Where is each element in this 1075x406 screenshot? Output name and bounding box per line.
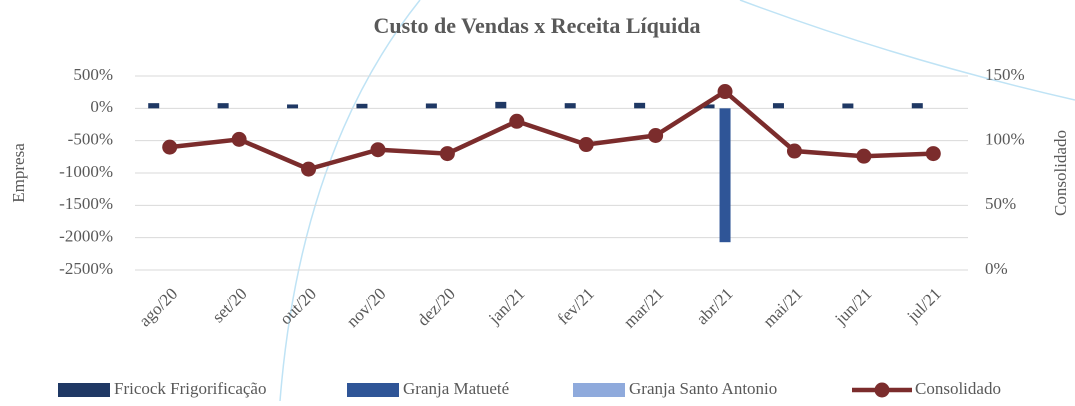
x-tick-label: abr/21 xyxy=(692,284,736,328)
legend-label: Fricock Frigorificação xyxy=(114,379,266,398)
x-tick-label: dez/20 xyxy=(413,284,458,329)
decor-arc xyxy=(279,0,421,402)
bar xyxy=(287,104,299,109)
legend-label: Granja Matueté xyxy=(403,379,509,398)
line-marker xyxy=(786,143,802,159)
x-tick-label: mai/21 xyxy=(759,284,806,331)
line xyxy=(169,88,934,172)
bar xyxy=(217,103,229,109)
bar xyxy=(911,103,923,109)
x-tick-label: jan/21 xyxy=(484,284,528,328)
bar xyxy=(703,104,715,109)
line-marker xyxy=(925,146,941,162)
bar xyxy=(772,103,784,109)
bar xyxy=(564,103,576,109)
line-marker xyxy=(162,139,178,155)
x-tick-label: out/20 xyxy=(276,284,320,328)
line-marker xyxy=(578,137,594,153)
y-axis-label: Empresa xyxy=(9,143,28,203)
x-tick-label: jun/21 xyxy=(831,284,876,329)
x-tick-label: jul/21 xyxy=(903,284,945,326)
y-tick-label: 500% xyxy=(73,65,113,84)
y-tick-label: -1500% xyxy=(59,194,113,213)
chart-title: Custo de Vendas x Receita Líquida xyxy=(373,13,700,38)
legend-label: Consolidado xyxy=(915,379,1001,398)
line-marker xyxy=(301,161,317,177)
legend-swatch xyxy=(58,383,110,397)
bar xyxy=(842,103,854,109)
x-tick-label: nov/20 xyxy=(343,284,390,331)
y2-tick-label: 50% xyxy=(985,194,1016,213)
line-marker xyxy=(856,148,872,164)
line-marker xyxy=(439,146,455,162)
bar xyxy=(425,103,437,109)
legend-swatch xyxy=(573,383,625,397)
line-marker xyxy=(509,113,525,129)
bar xyxy=(634,102,646,109)
y-tick-label: -1000% xyxy=(59,162,113,181)
legend-swatch xyxy=(347,383,399,397)
bar xyxy=(356,103,368,109)
line-marker xyxy=(717,84,733,100)
legend-swatch xyxy=(874,382,890,398)
x-tick-label: mar/21 xyxy=(620,284,667,331)
y-tick-label: 0% xyxy=(90,97,113,116)
legend-label: Granja Santo Antonio xyxy=(629,379,777,398)
bar xyxy=(495,101,507,109)
decor-arc xyxy=(739,0,1075,101)
y-tick-label: -500% xyxy=(68,130,113,149)
y2-axis-label: Consolidado xyxy=(1051,130,1070,216)
line-marker xyxy=(648,127,664,143)
bar xyxy=(719,108,731,243)
y-tick-label: -2000% xyxy=(59,227,113,246)
y2-tick-label: 150% xyxy=(985,65,1025,84)
x-tick-label: fev/21 xyxy=(554,284,598,328)
x-tick-label: ago/20 xyxy=(135,284,181,330)
line-marker xyxy=(370,142,386,158)
line-marker xyxy=(231,131,247,147)
bar xyxy=(148,103,160,109)
y2-tick-label: 0% xyxy=(985,259,1008,278)
y-tick-label: -2500% xyxy=(59,259,113,278)
x-tick-label: set/20 xyxy=(209,284,251,326)
y2-tick-label: 100% xyxy=(985,130,1025,149)
